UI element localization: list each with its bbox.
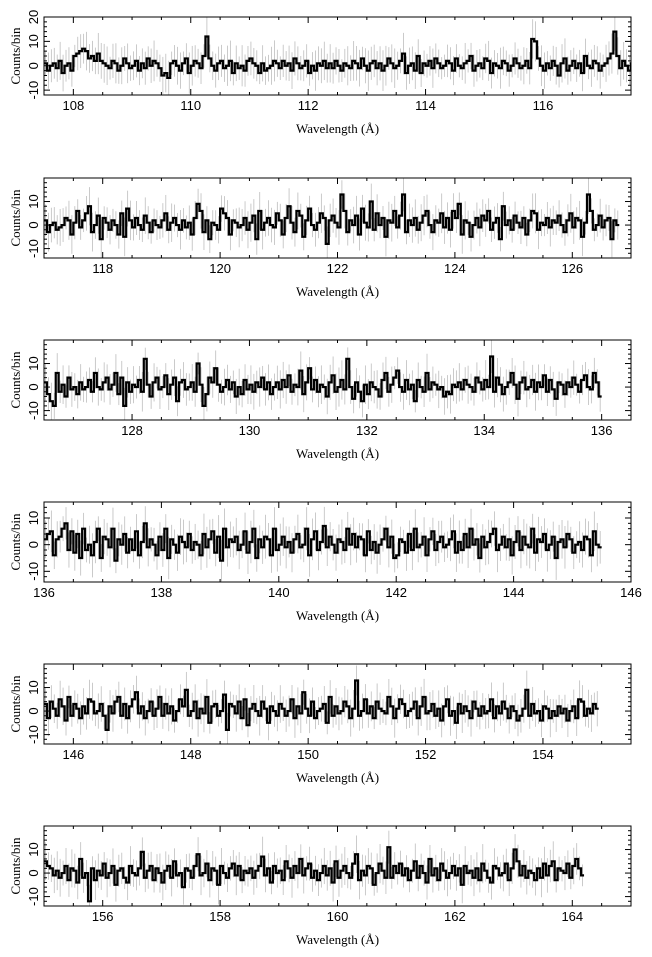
x-tick-label: 116 (533, 98, 554, 113)
y-tick-label: 10 (26, 680, 41, 694)
y-tick-label: 20 (26, 10, 41, 24)
x-tick-label: 162 (444, 909, 466, 924)
histogram-series (44, 193, 620, 245)
y-tick-label: -10 (26, 81, 41, 100)
x-tick-label: 152 (415, 747, 437, 762)
x-tick-label: 144 (503, 585, 525, 600)
y-tick-label: 0 (26, 869, 41, 876)
panel-6: 156 158 160 162 164 -10 0 10 Wavelength (Å) Count… (8, 825, 632, 947)
x-tick-label: 140 (268, 585, 290, 600)
panel-3: 128 130 132 134 136 -10 0 10 Wavelength (Å) Count… (8, 339, 632, 461)
x-tick-label: 124 (444, 261, 466, 276)
y-axis-title: Counts/bin (8, 675, 23, 733)
y-tick-label: 0 (26, 383, 41, 390)
plot-area (44, 178, 620, 258)
x-axis-title: Wavelength (Å) (296, 284, 379, 299)
plot-area (44, 340, 602, 420)
x-tick-label: 128 (121, 423, 143, 438)
x-tick-label: 160 (327, 909, 349, 924)
y-axis-title: Counts/bin (8, 351, 23, 409)
x-tick-label: 134 (473, 423, 495, 438)
x-tick-label: 122 (327, 261, 349, 276)
histogram-series (44, 522, 602, 562)
y-tick-label: 10 (26, 511, 41, 525)
y-tick-label: -10 (26, 725, 41, 744)
x-tick-label: 126 (561, 261, 583, 276)
y-tick-label: -10 (26, 239, 41, 258)
histogram-series (44, 355, 602, 407)
x-tick-label: 110 (180, 98, 201, 113)
y-axis-title: Counts/bin (8, 837, 23, 895)
x-tick-label: 132 (356, 423, 378, 438)
plot-area (44, 665, 599, 744)
y-tick-label: 10 (26, 356, 41, 370)
y-tick-label: -10 (26, 401, 41, 420)
x-tick-label: 142 (385, 585, 407, 600)
x-tick-label: 118 (92, 261, 113, 276)
y-axis-title: Counts/bin (8, 189, 23, 247)
x-tick-label: 146 (62, 747, 84, 762)
x-axis-title: Wavelength (Å) (296, 121, 379, 136)
x-axis-title: Wavelength (Å) (296, 932, 379, 947)
x-tick-label: 108 (62, 98, 84, 113)
y-tick-label: -10 (26, 887, 41, 906)
plot-frame (43, 177, 632, 259)
x-tick-label: 150 (297, 747, 319, 762)
x-tick-label: 138 (151, 585, 173, 600)
plot-area (44, 506, 602, 582)
x-tick-label: 136 (591, 423, 613, 438)
plot-area (44, 17, 631, 95)
x-tick-label: 136 (33, 585, 55, 600)
y-axis-title: Counts/bin (8, 513, 23, 571)
y-tick-label: 0 (26, 62, 41, 69)
histogram-series (44, 679, 599, 731)
x-tick-label: 158 (209, 909, 231, 924)
x-tick-label: 164 (561, 909, 583, 924)
x-axis-title: Wavelength (Å) (296, 446, 379, 461)
panel-2: 118 120 122 124 126 -10 0 10 Wavelength (Å) Count… (8, 177, 632, 299)
y-tick-label: 10 (26, 842, 41, 856)
y-axis-title: Counts/bin (8, 27, 23, 85)
y-tick-label: 0 (26, 221, 41, 228)
y-tick-label: 0 (26, 707, 41, 714)
panel-4: 136 138 140 142 144 146 -10 0 10 Wavelength (Å) Co… (8, 501, 642, 623)
x-tick-label: 112 (298, 98, 319, 113)
x-axis-title: Wavelength (Å) (296, 770, 379, 785)
histogram-series (44, 30, 631, 80)
y-tick-label: -10 (26, 562, 41, 581)
plot-frame (43, 16, 632, 96)
x-axis-title: Wavelength (Å) (296, 608, 379, 623)
panel-1: 108 110 112 114 116 -10 0 10 20 Wavelength (Å) Cou… (8, 10, 632, 136)
x-tick-label: 114 (415, 98, 436, 113)
panel-5: 146 148 150 152 154 -10 0 10 Wavelength (Å) Count… (8, 663, 632, 785)
y-tick-label: 10 (26, 34, 41, 48)
x-tick-label: 148 (180, 747, 202, 762)
plot-area (44, 830, 585, 906)
x-tick-label: 130 (239, 423, 261, 438)
x-tick-label: 120 (209, 261, 231, 276)
x-tick-label: 146 (620, 585, 642, 600)
x-tick-label: 154 (532, 747, 554, 762)
x-tick-label: 156 (92, 909, 114, 924)
y-tick-label: 0 (26, 541, 41, 548)
y-tick-label: 10 (26, 194, 41, 208)
histogram-series (44, 846, 585, 903)
